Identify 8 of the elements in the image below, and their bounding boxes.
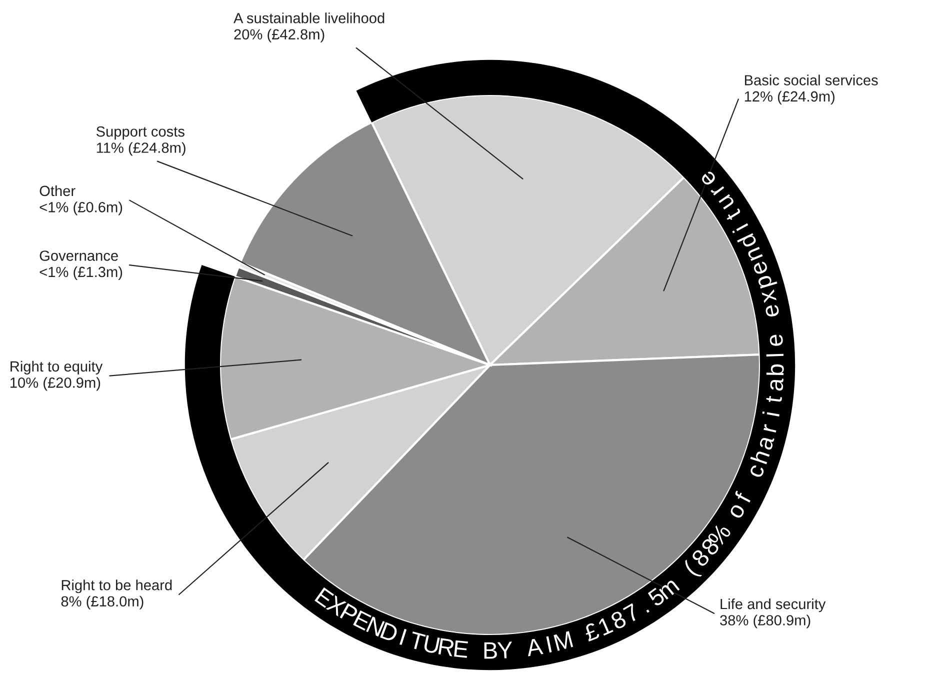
slice-label: Other <1% (£0.6m)	[40, 185, 122, 216]
slice-label: Governance <1% (£1.3m)	[40, 250, 122, 280]
slice-label: Basic social services 12% (£24.9m)	[744, 74, 878, 105]
slice-label: Right to be heard 8% (£18.0m)	[61, 580, 172, 610]
slice-label: Life and security 38% (£80.9m)	[720, 598, 826, 628]
slice-label: Support costs 11% (£24.8m)	[96, 126, 186, 156]
slice-label: A sustainable livelihood 20% (£42.8m)	[234, 12, 384, 42]
slice-label: Right to equity 10% (£20.9m)	[10, 360, 103, 391]
